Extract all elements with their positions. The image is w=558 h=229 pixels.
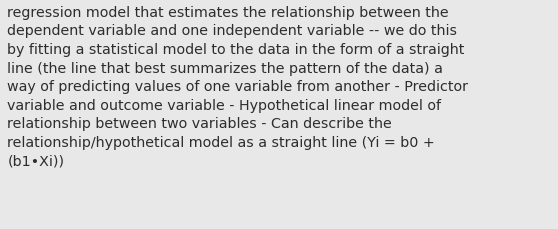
Text: regression model that estimates the relationship between the
dependent variable : regression model that estimates the rela… xyxy=(7,6,468,168)
